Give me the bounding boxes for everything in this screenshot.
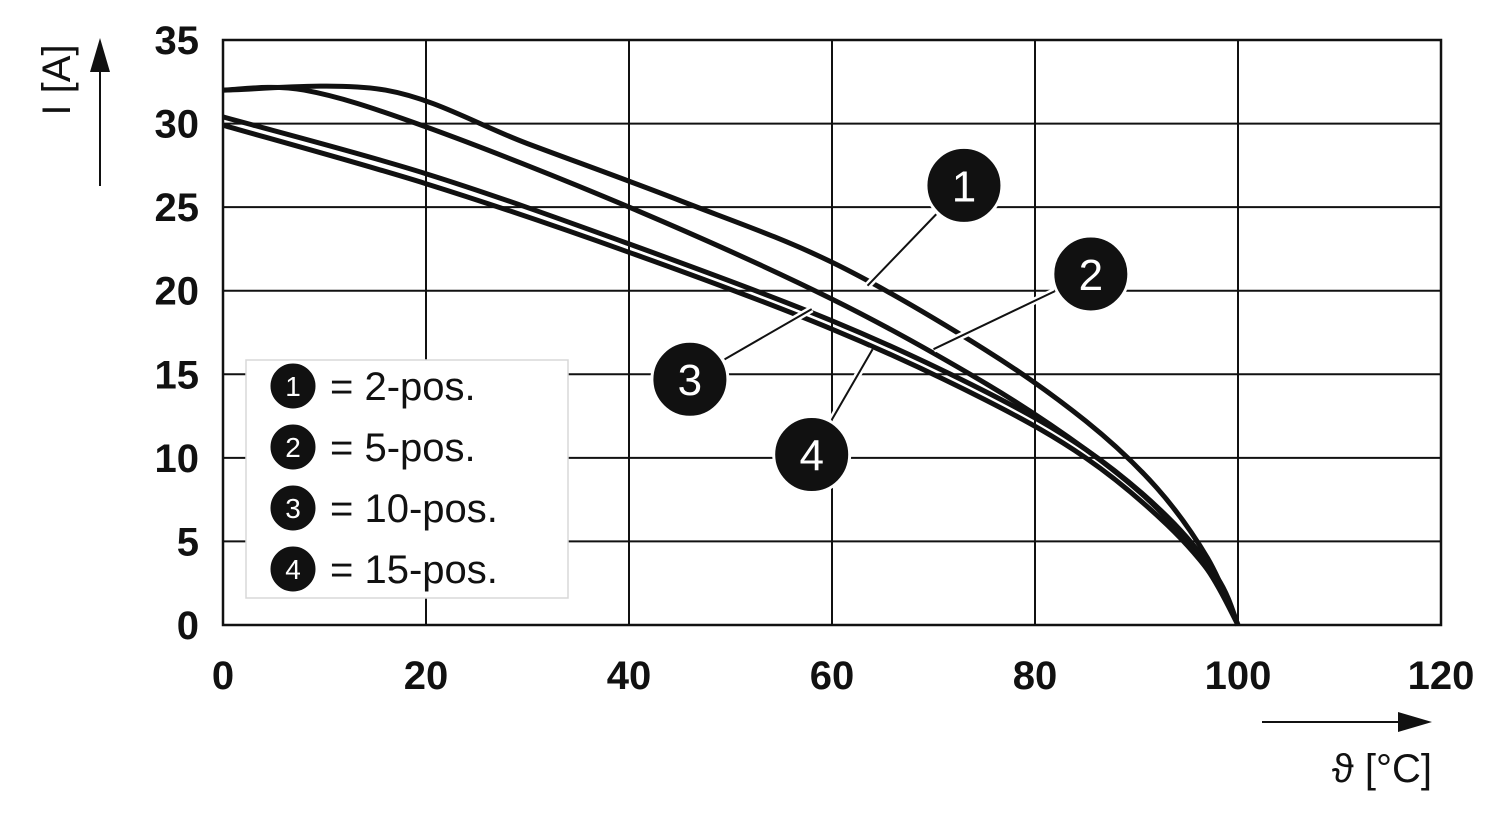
callout-leader-line xyxy=(724,308,813,361)
callout-marker-2: 2 xyxy=(1051,234,1131,314)
legend-marker-3: 3 xyxy=(267,482,319,534)
marker-number: 3 xyxy=(678,356,702,405)
legend: 1 = 2-pos. 2 = 5-pos. 3 = 10-pos. 4 = 15-pos. xyxy=(245,359,569,599)
marker-number: 4 xyxy=(285,554,301,585)
legend-marker-2: 2 xyxy=(267,421,319,473)
y-tick-label: 20 xyxy=(155,270,200,314)
marker-number: 1 xyxy=(285,371,301,402)
callout-marker-4: 4 xyxy=(772,415,852,495)
callout-leader-line xyxy=(933,290,1056,351)
y-tick-label: 0 xyxy=(177,604,199,648)
y-tick-label: 5 xyxy=(177,520,199,564)
callout-leader-line xyxy=(830,348,874,421)
plot-frame xyxy=(221,38,1443,627)
callout-marker-1: 1 xyxy=(924,145,1004,225)
x-axis-arrow-icon xyxy=(1398,712,1432,732)
y-axis-arrow-icon xyxy=(90,38,110,72)
legend-entry-label: = 5-pos. xyxy=(330,426,476,470)
marker-disc xyxy=(650,339,730,419)
legend-entry-label: = 2-pos. xyxy=(330,365,476,409)
x-axis-title: ϑ [°C] xyxy=(1262,712,1432,791)
x-tick-label: 20 xyxy=(404,654,449,698)
marker-disc xyxy=(267,482,319,534)
series-line-4 xyxy=(222,122,1241,627)
x-tick-label: 120 xyxy=(1408,654,1475,698)
series-callouts: 1 2 3 4 xyxy=(650,145,1131,495)
marker-number: 3 xyxy=(285,493,301,524)
callout-marker-3: 3 xyxy=(650,339,730,419)
x-tick-label: 80 xyxy=(1013,654,1058,698)
x-tick-label: 40 xyxy=(607,654,652,698)
legend-entry-label: = 10-pos. xyxy=(330,487,498,531)
marker-disc xyxy=(267,421,319,473)
marker-number: 2 xyxy=(1079,251,1103,300)
marker-disc xyxy=(1051,234,1131,314)
x-axis-label: ϑ [°C] xyxy=(1332,747,1432,791)
marker-number: 4 xyxy=(799,431,823,480)
x-tick-label: 0 xyxy=(212,654,234,698)
y-tick-labels: 0 5 10 15 20 25 30 35 xyxy=(155,19,200,648)
x-tick-label: 100 xyxy=(1205,654,1272,698)
y-tick-label: 25 xyxy=(155,186,200,230)
x-tick-label: 60 xyxy=(810,654,855,698)
marker-disc xyxy=(924,145,1004,225)
marker-disc xyxy=(267,543,319,595)
legend-entry-label: = 15-pos. xyxy=(330,548,498,592)
series-line-1 xyxy=(222,83,1241,627)
marker-number: 1 xyxy=(952,162,976,211)
y-axis-label: I [A] xyxy=(35,44,79,115)
marker-number: 2 xyxy=(285,432,301,463)
y-tick-label: 30 xyxy=(155,103,200,147)
marker-disc xyxy=(772,415,852,495)
y-tick-label: 15 xyxy=(155,353,200,397)
marker-disc xyxy=(267,360,319,412)
y-axis-title: I [A] xyxy=(35,38,110,186)
series-lines xyxy=(222,83,1241,627)
series-line-3 xyxy=(222,114,1241,626)
legend-marker-4: 4 xyxy=(267,543,319,595)
y-tick-label: 35 xyxy=(155,19,200,63)
x-tick-labels: 0 20 40 60 80 100 120 xyxy=(212,654,1475,698)
callout-leader-line xyxy=(866,213,937,287)
y-tick-label: 10 xyxy=(155,437,200,481)
legend-marker-1: 1 xyxy=(267,360,319,412)
